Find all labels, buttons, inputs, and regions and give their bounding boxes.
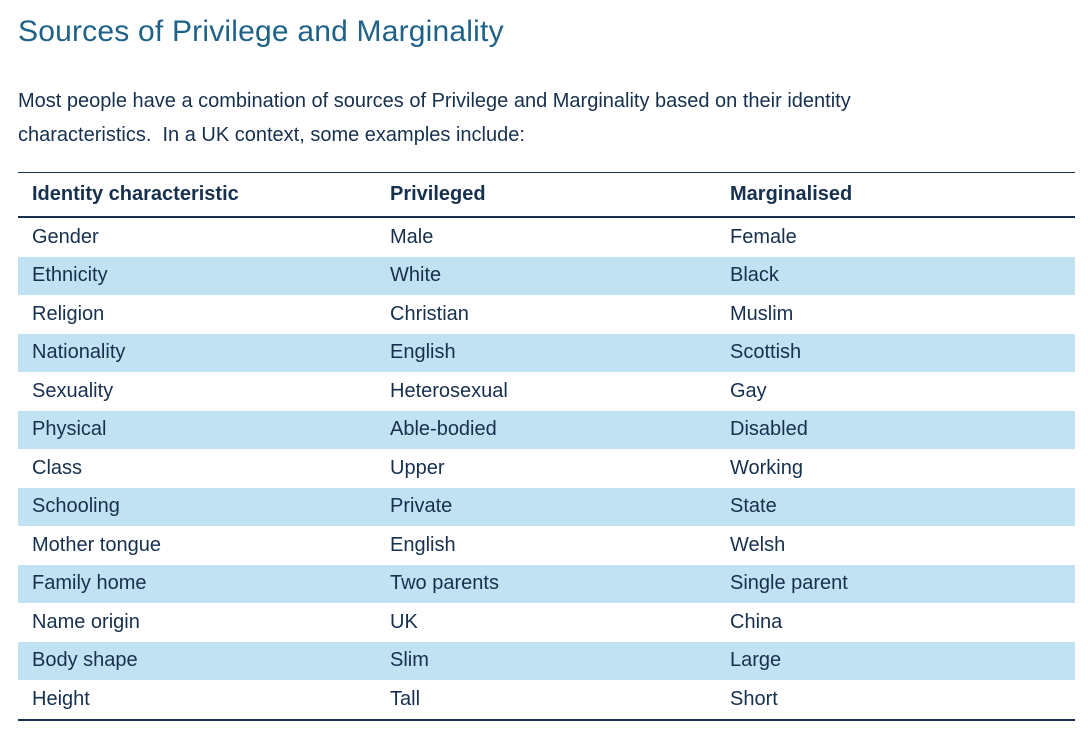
cell-marginalised: Scottish [730,341,802,364]
table-row: Body shape Slim Large [18,641,1075,680]
cell-identity-characteristic: Schooling [32,495,120,518]
table-row: Religion Christian Muslim [18,295,1075,334]
cell-identity-characteristic: Height [32,687,90,710]
cell-identity-characteristic: Class [32,456,83,479]
cell-identity-characteristic: Religion [32,302,105,325]
intro-paragraph: Most people have a combination of source… [18,84,1075,152]
cell-privileged: Able-bodied [390,418,497,441]
cell-privileged: Upper [390,456,445,479]
cell-identity-characteristic: Gender [32,225,99,248]
cell-marginalised: Female [730,225,797,248]
cell-identity-characteristic: Ethnicity [32,264,108,287]
column-header-marginalised: Marginalised [716,172,1075,218]
cell-privileged: Tall [390,687,421,710]
cell-marginalised: Muslim [730,302,794,325]
cell-marginalised: Single parent [730,572,848,595]
table-row: Sexuality Heterosexual Gay [18,372,1075,411]
cell-privileged: White [390,264,442,287]
page-title: Sources of Privilege and Marginality [18,15,504,48]
cell-privileged: Christian [390,302,469,325]
table-row: Physical Able-bodied Disabled [18,410,1075,449]
intro-text-line-1: Most people have a combination of source… [18,90,851,112]
table-row: Name origin UK China [18,603,1075,642]
cell-privileged: Male [390,225,434,248]
cell-identity-characteristic: Physical [32,418,107,441]
cell-identity-characteristic: Name origin [32,610,140,633]
cell-marginalised: Working [730,456,803,479]
table-header: Identity characteristic Privileged Margi… [18,172,1075,218]
cell-identity-characteristic: Sexuality [32,379,114,402]
cell-privileged: Private [390,495,453,518]
cell-marginalised: Welsh [730,533,786,556]
cell-privileged: English [390,533,456,556]
cell-identity-characteristic: Nationality [32,341,126,364]
table-row: Class Upper Working [18,449,1075,488]
table-row: Height Tall Short [18,680,1075,720]
cell-privileged: UK [390,610,418,633]
table-row: Mother tongue English Welsh [18,526,1075,565]
cell-marginalised: Disabled [730,418,808,441]
column-header-identity-characteristic: Identity characteristic [18,172,376,218]
table-row: Ethnicity White Black [18,256,1075,295]
intro-text-line-2: characteristics. In a UK context, some e… [18,124,525,146]
cell-marginalised: China [730,610,783,633]
cell-identity-characteristic: Body shape [32,649,138,672]
privilege-marginality-table: Identity characteristic Privileged Margi… [18,172,1075,721]
table-row: Nationality English Scottish [18,333,1075,372]
table-body: Gender Male Female Ethnicity White Black… [18,217,1075,720]
table-row: Schooling Private State [18,487,1075,526]
column-header-privileged: Privileged [376,172,716,218]
cell-marginalised: Gay [730,379,767,402]
cell-privileged: Heterosexual [390,379,508,402]
cell-identity-characteristic: Mother tongue [32,533,161,556]
cell-privileged: Slim [390,649,429,672]
cell-privileged: Two parents [390,572,499,595]
cell-identity-characteristic: Family home [32,572,147,595]
cell-marginalised: Black [730,264,779,287]
table-row: Gender Male Female [18,217,1075,257]
cell-privileged: English [390,341,456,364]
cell-marginalised: Large [730,649,782,672]
cell-marginalised: State [730,495,777,518]
header-row: Identity characteristic Privileged Margi… [18,172,1075,218]
cell-marginalised: Short [730,687,778,710]
table-row: Family home Two parents Single parent [18,564,1075,603]
